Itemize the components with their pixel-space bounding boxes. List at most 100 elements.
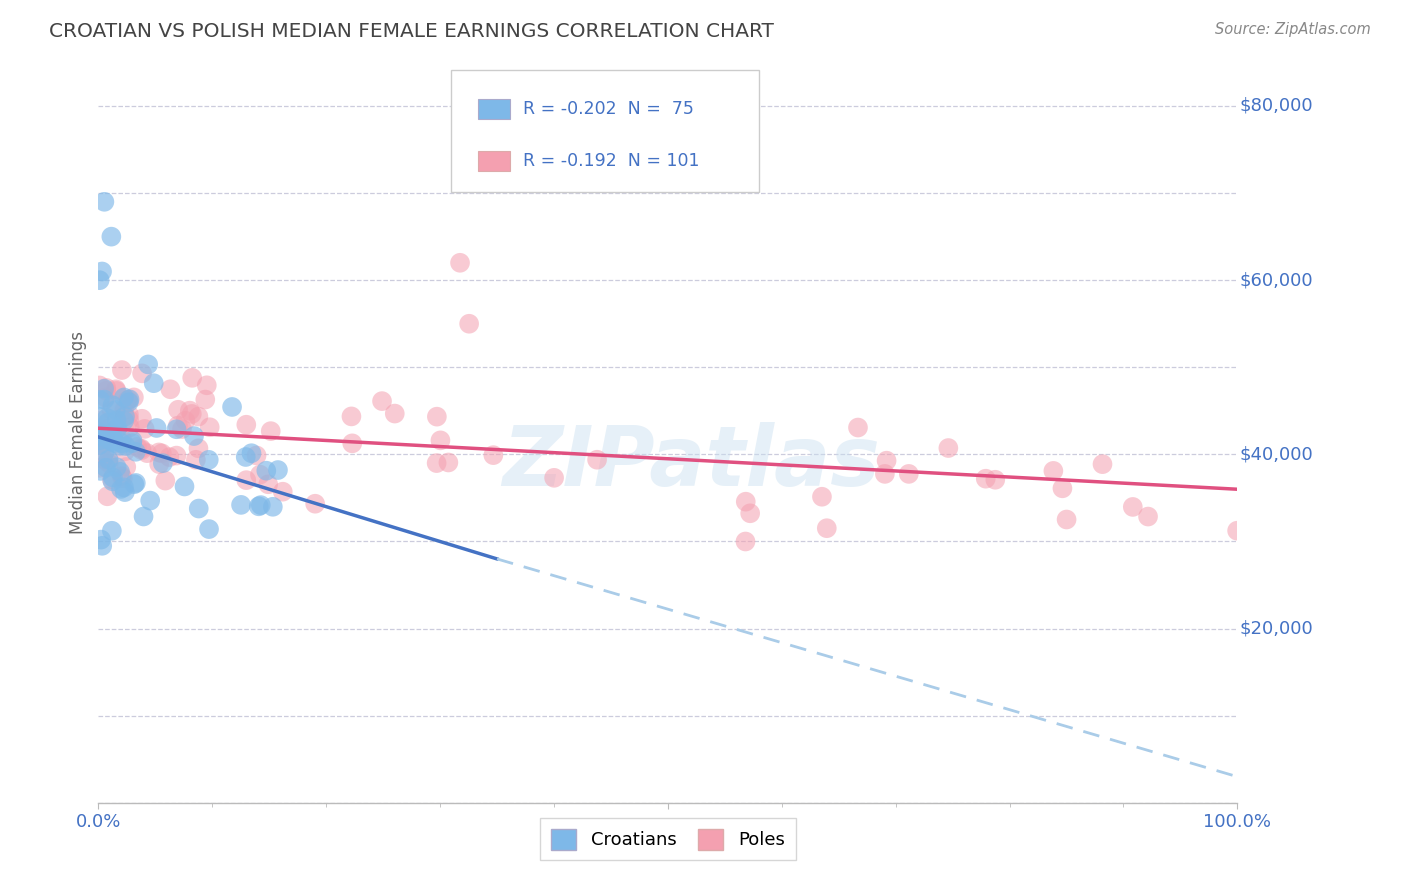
Point <box>304 497 326 511</box>
Point <box>155 474 177 488</box>
Point <box>734 534 756 549</box>
Point <box>93 382 115 396</box>
Point <box>115 459 138 474</box>
Point <box>89 409 111 424</box>
Point <box>94 432 117 446</box>
Point <box>90 464 112 478</box>
Point <box>254 464 277 478</box>
Point <box>101 398 124 412</box>
Point <box>136 446 159 460</box>
Point <box>112 414 135 428</box>
Point <box>118 420 141 434</box>
Point <box>134 422 156 436</box>
Text: $20,000: $20,000 <box>1240 620 1313 638</box>
Point <box>121 436 143 450</box>
Point <box>118 408 141 422</box>
Point <box>96 381 118 395</box>
Point <box>96 489 118 503</box>
Point <box>89 413 111 427</box>
Point <box>94 437 117 451</box>
Point <box>167 402 190 417</box>
Point <box>181 371 204 385</box>
Point <box>245 449 267 463</box>
Point <box>89 378 111 392</box>
Point <box>122 477 145 491</box>
Point <box>229 498 252 512</box>
Point <box>131 443 153 458</box>
Point <box>1137 509 1160 524</box>
Point <box>117 392 139 407</box>
Point <box>179 403 201 417</box>
Point <box>262 500 284 514</box>
Point <box>115 393 138 408</box>
Text: $80,000: $80,000 <box>1240 97 1313 115</box>
Point <box>187 409 209 424</box>
Point <box>112 480 135 494</box>
Point <box>157 450 180 464</box>
Point <box>91 264 114 278</box>
Text: R = -0.192  N = 101: R = -0.192 N = 101 <box>523 152 700 169</box>
Point <box>101 472 124 486</box>
Point <box>122 390 145 404</box>
Point <box>97 452 120 467</box>
Point <box>114 439 136 453</box>
Point <box>1091 457 1114 471</box>
Point <box>112 391 135 405</box>
Point <box>101 425 124 439</box>
Point <box>91 539 114 553</box>
Point <box>235 450 257 464</box>
Point <box>111 363 134 377</box>
Point <box>145 421 167 435</box>
Point <box>159 382 181 396</box>
Point <box>114 409 136 423</box>
Point <box>132 509 155 524</box>
Point <box>184 452 207 467</box>
Point <box>167 418 190 433</box>
Point <box>267 463 290 477</box>
Point <box>100 229 122 244</box>
Point <box>105 422 128 436</box>
Point <box>93 446 115 460</box>
Point <box>198 522 221 536</box>
Point <box>101 470 124 484</box>
Point <box>846 420 869 434</box>
Point <box>197 453 219 467</box>
Point <box>91 422 114 436</box>
Point <box>173 479 195 493</box>
Point <box>240 446 263 460</box>
Point <box>342 436 364 450</box>
Point <box>112 403 135 417</box>
Point <box>371 394 394 409</box>
Point <box>110 482 132 496</box>
Point <box>1042 464 1064 478</box>
Point <box>103 434 125 448</box>
Point <box>118 412 141 426</box>
Point <box>94 391 117 405</box>
Point <box>187 442 209 456</box>
Point <box>174 414 197 428</box>
Point <box>121 434 143 448</box>
Point <box>187 501 209 516</box>
Point <box>152 456 174 470</box>
Point <box>815 521 838 535</box>
Legend: Croatians, Poles: Croatians, Poles <box>540 818 796 861</box>
Text: Source: ZipAtlas.com: Source: ZipAtlas.com <box>1215 22 1371 37</box>
Point <box>247 500 270 514</box>
Point <box>111 436 134 450</box>
Point <box>183 429 205 443</box>
Point <box>89 392 111 407</box>
Point <box>89 438 111 452</box>
Point <box>482 448 505 462</box>
Point <box>89 434 111 448</box>
Point <box>148 445 170 459</box>
Point <box>586 452 609 467</box>
FancyBboxPatch shape <box>478 151 509 171</box>
Point <box>114 444 136 458</box>
Point <box>142 376 165 391</box>
Point <box>114 485 136 500</box>
Point <box>734 494 756 508</box>
Point <box>426 409 449 424</box>
Point <box>93 436 115 450</box>
Point <box>89 460 111 475</box>
Point <box>974 472 997 486</box>
